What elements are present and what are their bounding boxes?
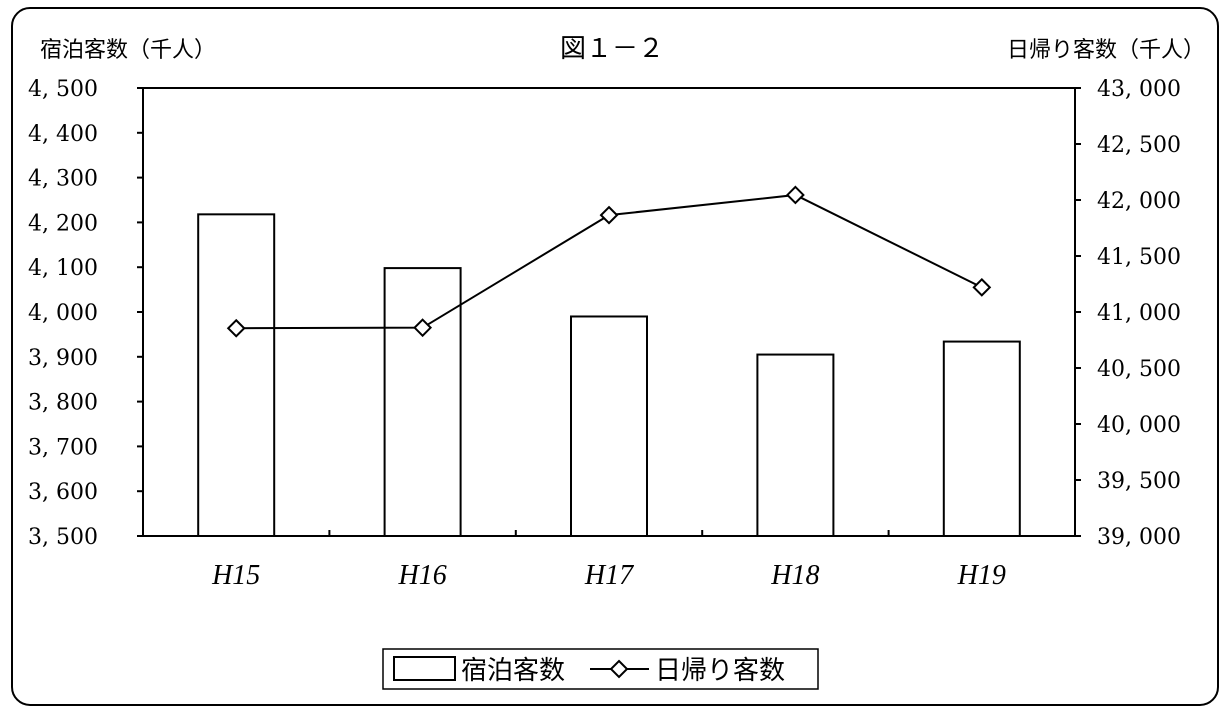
left-tick-label: 4, 300 <box>28 167 98 192</box>
bar-h19 <box>942 340 1021 537</box>
line-series <box>226 185 992 338</box>
category-label: H17 <box>584 560 634 591</box>
left-tick-label: 4, 500 <box>28 77 98 102</box>
x-axis <box>328 530 890 536</box>
left-tick-label: 3, 900 <box>28 346 98 371</box>
left-axis: 3, 500 3, 600 3, 700 3, 800 3, 900 4, 000 4, 1… <box>28 77 143 550</box>
left-tick-label: 3, 700 <box>28 435 98 460</box>
left-axis-title: 宿泊客数（千人） <box>40 38 216 63</box>
left-tick-label: 3, 600 <box>28 480 98 505</box>
legend: 宿泊客数 日帰り客数 <box>382 648 819 690</box>
right-tick-label: 41, 000 <box>1097 301 1181 326</box>
legend-label-day: 日帰り客数 <box>655 656 785 686</box>
right-tick-label: 40, 500 <box>1097 357 1181 382</box>
bar-h18 <box>756 353 835 537</box>
right-tick-label: 42, 000 <box>1097 189 1181 214</box>
left-tick-label: 3, 800 <box>28 391 98 416</box>
right-axis: 39, 000 39, 500 40, 000 40, 500 41, 000 41, 5… <box>1075 77 1181 550</box>
diamond-marker-h19 <box>972 277 992 297</box>
category-label: H16 <box>397 560 446 591</box>
right-axis-title: 日帰り客数（千人） <box>1007 38 1205 63</box>
right-tick-label: 40, 000 <box>1097 413 1181 438</box>
left-tick-label: 4, 200 <box>28 211 98 236</box>
right-tick-label: 39, 500 <box>1097 469 1181 494</box>
bar-h17 <box>570 315 648 538</box>
right-tick-label: 41, 500 <box>1097 245 1181 270</box>
outer-border <box>11 7 1219 706</box>
left-tick-label: 4, 000 <box>28 301 98 326</box>
diamond-marker-h18 <box>785 185 805 205</box>
diamond-marker-h16 <box>413 318 433 338</box>
right-tick-label: 43, 000 <box>1097 77 1181 102</box>
right-tick-label: 42, 500 <box>1097 133 1181 158</box>
left-tick-label: 3, 500 <box>28 525 98 550</box>
category-label: H19 <box>957 560 1006 591</box>
category-label: H15 <box>211 560 260 591</box>
chart-title: 図１－２ <box>560 34 664 64</box>
left-tick-label: 4, 100 <box>28 256 98 281</box>
legend-bar-swatch <box>393 656 456 681</box>
diamond-marker-h17 <box>599 205 619 225</box>
legend-label-stay: 宿泊客数 <box>461 656 565 686</box>
category-labels: H15 H16 H17 H18 H19 <box>211 560 1006 591</box>
legend-diamond-marker <box>609 659 629 679</box>
bar-h16 <box>383 267 462 537</box>
bar-series <box>197 213 1021 538</box>
category-label: H18 <box>770 560 819 591</box>
right-tick-label: 39, 000 <box>1097 525 1181 550</box>
left-tick-label: 4, 400 <box>28 122 98 147</box>
diamond-marker-h15 <box>226 318 246 338</box>
bar-h15 <box>197 213 276 537</box>
